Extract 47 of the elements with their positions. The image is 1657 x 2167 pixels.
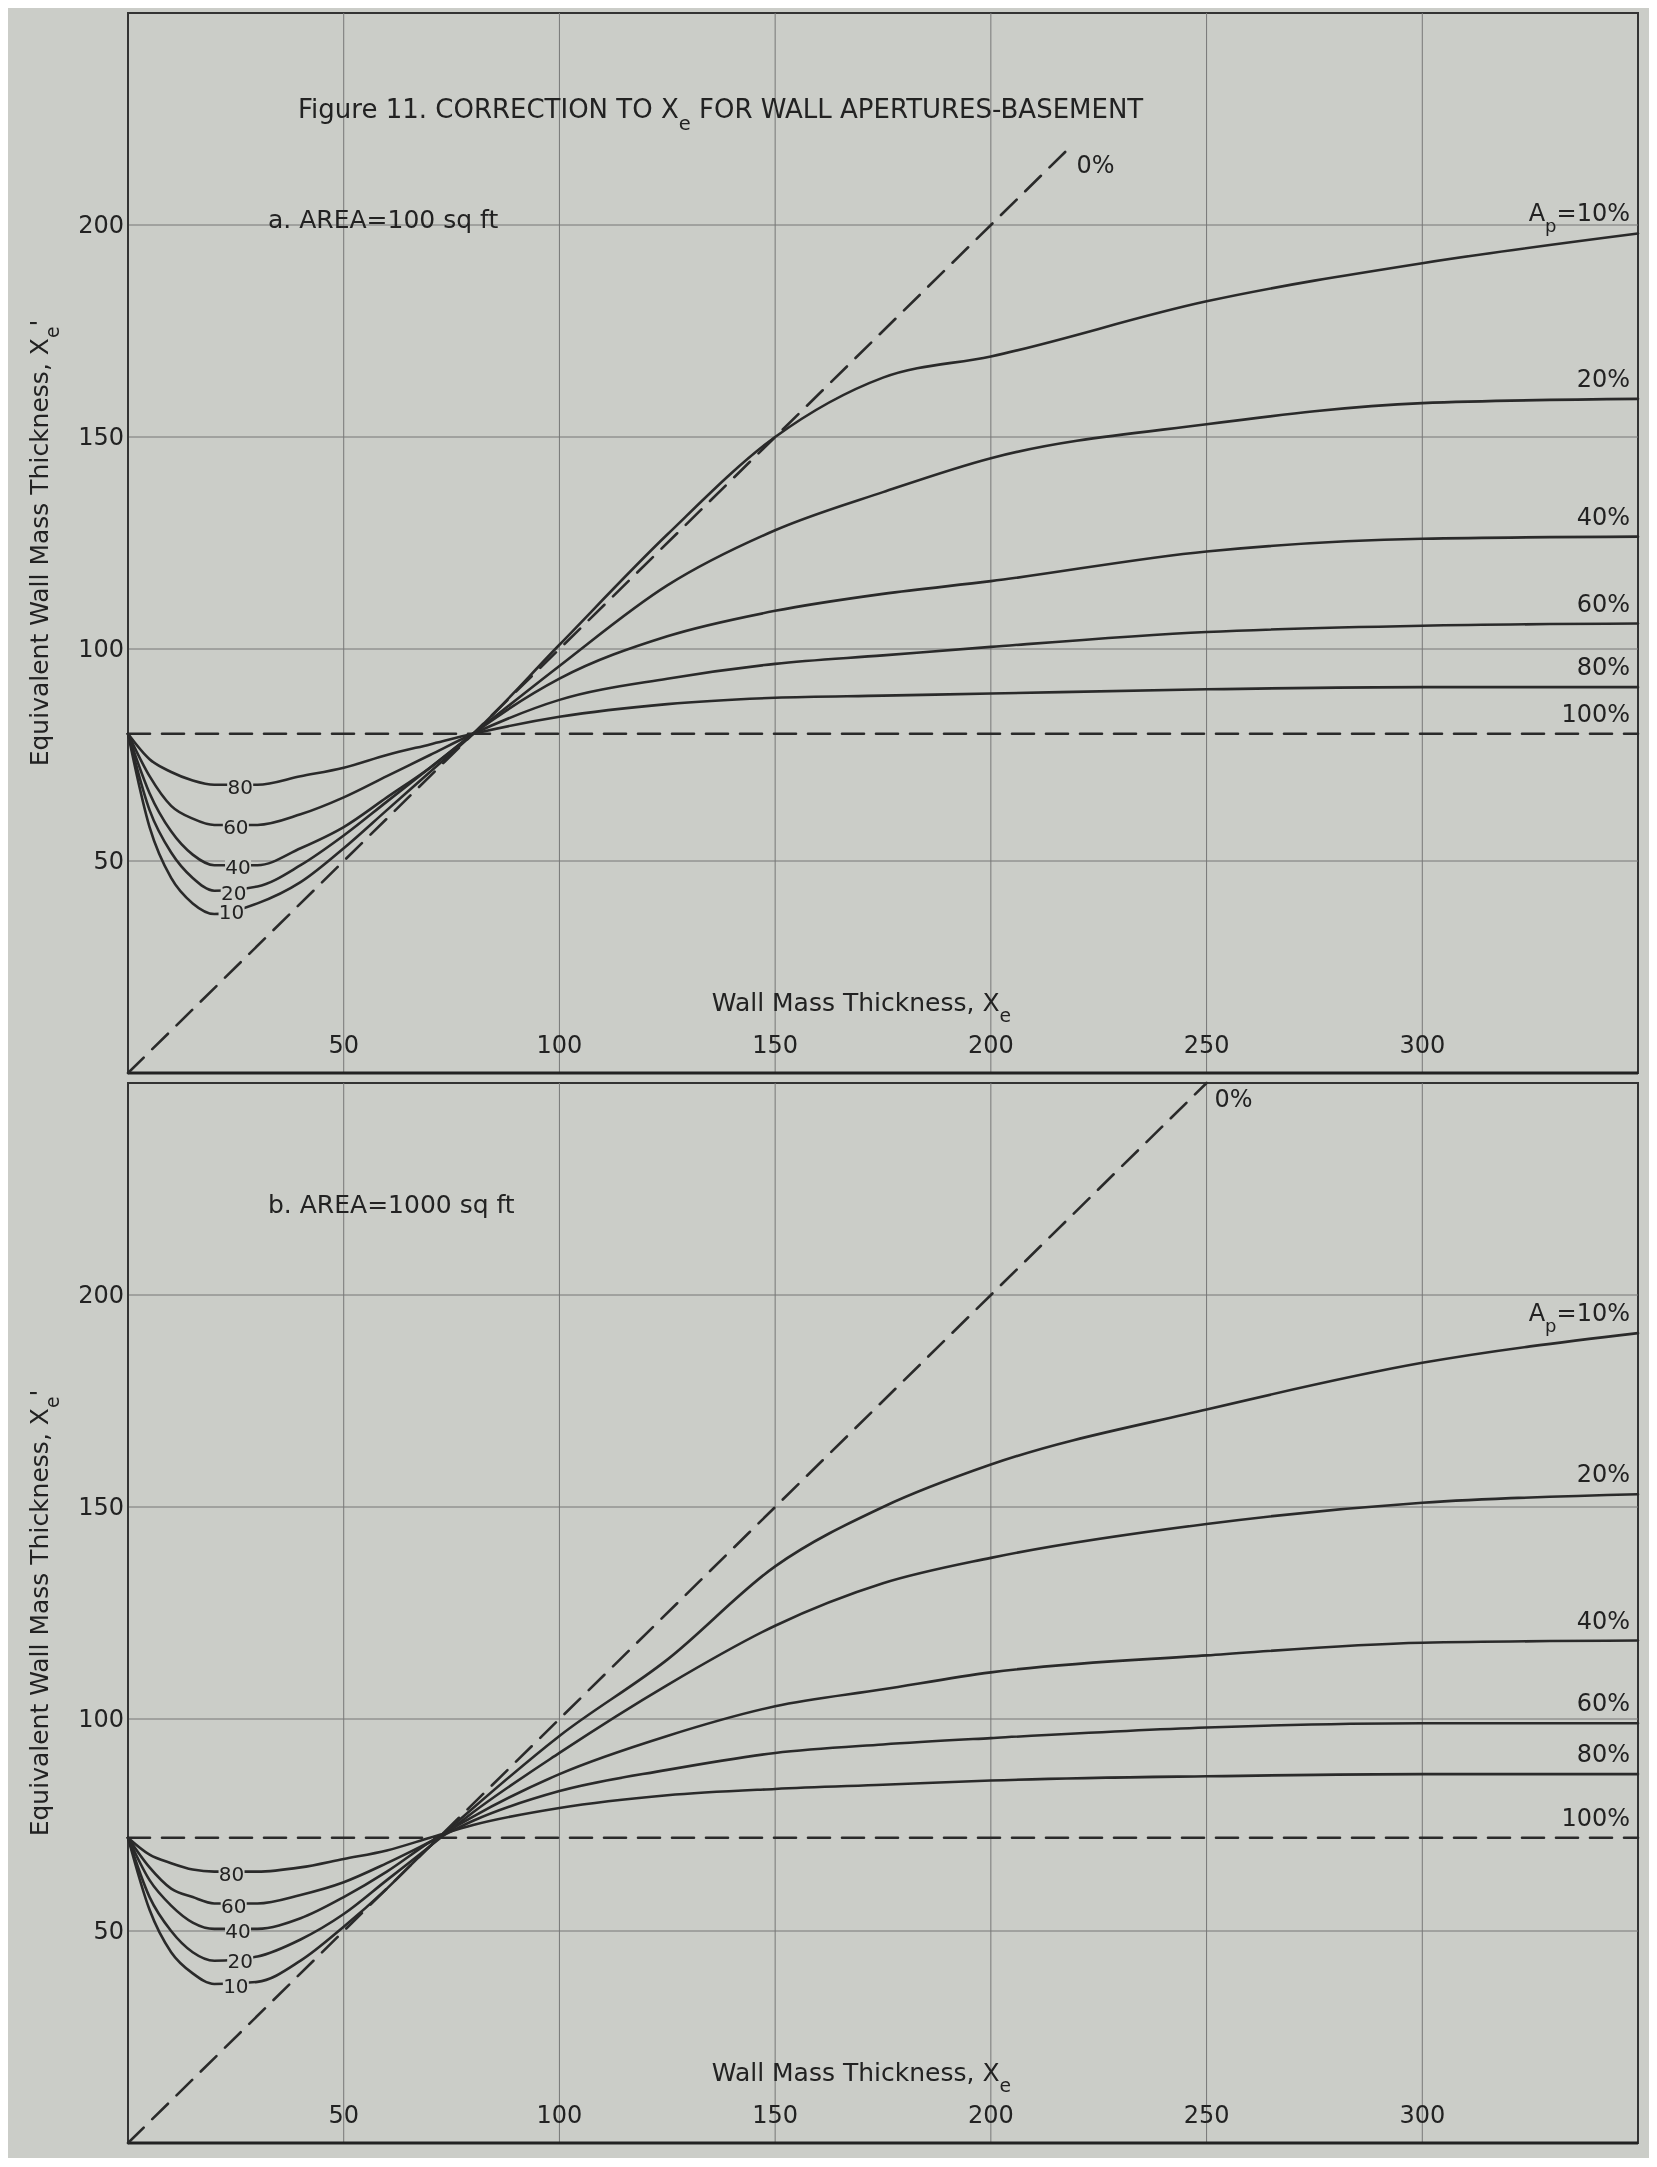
- x-tick-label: 200: [967, 2101, 1014, 2129]
- series-label: 20%: [1576, 364, 1630, 393]
- annotation: 80: [227, 774, 253, 799]
- annotation: 80: [218, 1861, 245, 1886]
- y-tick-label: 50: [93, 1917, 124, 1945]
- x-tick-label: 150: [752, 1031, 799, 1059]
- series-label: 40%: [1576, 502, 1630, 531]
- x-axis-title: Wall Mass Thickness, X$_{e}$: [711, 2058, 1012, 2096]
- series-label: 100%: [1561, 699, 1630, 728]
- annotation: 40: [225, 1919, 251, 1943]
- annotation: 20: [227, 1948, 253, 1973]
- series-label: 60%: [1576, 1689, 1630, 1718]
- x-tick-label: 300: [1399, 2101, 1446, 2129]
- series-label: 60%: [1576, 589, 1630, 618]
- y-tick-label: 100: [78, 1705, 124, 1733]
- x-tick-label: 50: [328, 1031, 359, 1059]
- y-tick-label: 50: [93, 847, 124, 875]
- annotation: 40: [225, 855, 251, 880]
- y-tick-label: 150: [78, 1493, 124, 1521]
- x-tick-label: 50: [328, 2101, 359, 2129]
- x-axis-title: Wall Mass Thickness, X$_{e}$: [711, 988, 1012, 1026]
- x-tick-label: 300: [1399, 1031, 1446, 1059]
- text: b. AREA=1000 sq ft: [268, 1190, 515, 1219]
- x-tick-label: 100: [536, 1031, 583, 1059]
- series-label: 20%: [1576, 1460, 1630, 1489]
- y-tick-label: 100: [78, 635, 124, 663]
- y-tick-label: 200: [78, 211, 124, 239]
- series-label: 0%: [1214, 1085, 1253, 1113]
- series-label: 0%: [1076, 150, 1115, 179]
- series-label: 40%: [1576, 1606, 1630, 1635]
- text: Figure 11. CORRECTION TO X$_{e}$ FOR WALL APERTURES-BASEMENT: [298, 94, 1144, 135]
- annotation: 60: [223, 815, 249, 840]
- annotation: 60: [220, 1893, 247, 1918]
- series-label: 100%: [1561, 1803, 1630, 1832]
- x-tick-label: 250: [1183, 1031, 1230, 1059]
- y-tick-label: 150: [78, 423, 124, 451]
- x-tick-label: 250: [1183, 2101, 1230, 2129]
- y-tick-label: 200: [78, 1281, 124, 1309]
- series-label: A$_{p}$=10%: [1528, 1299, 1630, 1336]
- x-tick-label: 150: [752, 2101, 799, 2129]
- series-label: A$_{p}$=10%: [1528, 199, 1630, 236]
- text: a. AREA=100 sq ft: [268, 205, 499, 234]
- series-label: 80%: [1576, 653, 1630, 682]
- x-tick-label: 100: [536, 2101, 583, 2129]
- x-tick-label: 200: [967, 1031, 1014, 1059]
- series-label: 80%: [1576, 1740, 1630, 1769]
- annotation: 10: [223, 1974, 249, 1999]
